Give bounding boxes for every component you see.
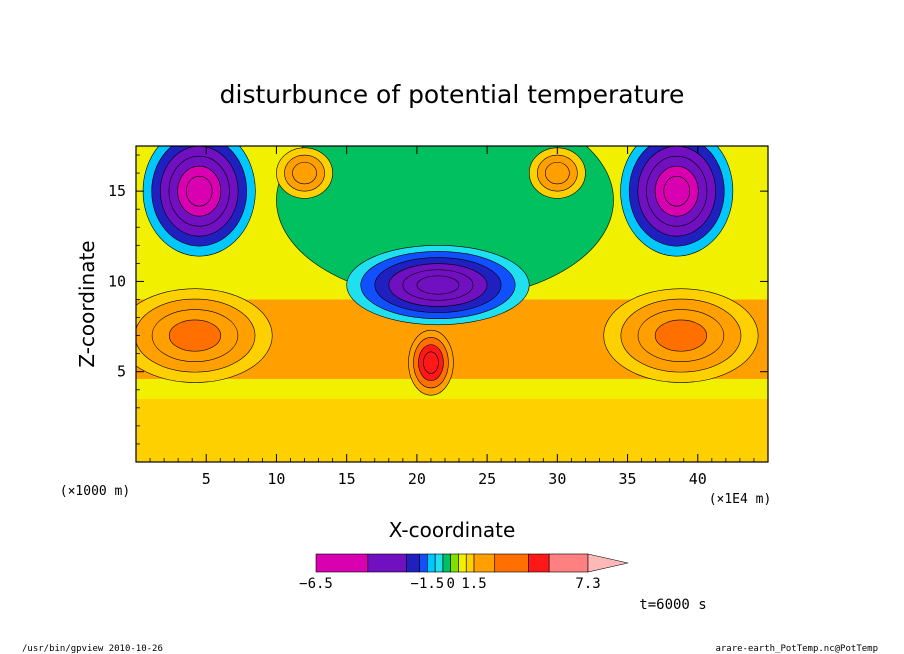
y-axis-label: Z-coordinate	[75, 240, 99, 367]
band-0	[136, 398, 768, 462]
colorbar-segment	[367, 553, 407, 573]
colorbar-segment	[427, 553, 436, 573]
x-tick-label: 20	[408, 470, 426, 488]
x-tick-label: 10	[267, 470, 285, 488]
contour-3-3	[168, 319, 222, 352]
footer-left: /usr/bin/gpview 2010-10-26	[22, 644, 163, 654]
colorbar-tick-label: −1.5	[411, 576, 445, 592]
plot-frame	[135, 145, 769, 463]
colorbar	[315, 553, 629, 573]
colorbar-segment	[548, 553, 589, 573]
x-tick-label: 40	[689, 470, 707, 488]
contour-7-2	[544, 161, 570, 185]
colorbar-segment	[458, 553, 467, 573]
contour-5-3	[423, 351, 439, 374]
y-tick-label: 10	[108, 272, 126, 290]
x-tick-label: 25	[478, 470, 496, 488]
plot-area	[136, 146, 768, 462]
colorbar-tick-label: −6.5	[299, 576, 333, 592]
x-unit-label: (×1E4 m)	[709, 492, 772, 507]
x-axis-label: X-coordinate	[389, 518, 516, 542]
time-label: t=6000 s	[639, 597, 706, 613]
x-tick-label: 5	[202, 470, 211, 488]
colorbar-tick-label: 1.5	[461, 576, 486, 592]
colorbar-segment	[434, 553, 444, 573]
colorbar-segment	[315, 553, 369, 573]
contour-0-5	[185, 175, 213, 207]
colorbar-segment	[406, 553, 420, 573]
contour-6-2	[292, 161, 317, 185]
colorbar-tick-label: 0	[446, 576, 454, 592]
colorbar-tick-label: 7.3	[575, 576, 600, 592]
colorbar-segment	[419, 553, 428, 573]
colorbar-segment	[465, 553, 475, 573]
chart-title: disturbunce of potential temperature	[220, 80, 685, 109]
colorbar-segment	[473, 553, 496, 573]
y-tick-label: 5	[117, 363, 126, 381]
contour-1-5	[663, 175, 690, 207]
x-tick-label: 30	[548, 470, 566, 488]
x-tick-label: 15	[338, 470, 356, 488]
colorbar-extend-arrow	[587, 553, 629, 573]
y-tick-label: 15	[108, 182, 126, 200]
contour-2-5	[416, 275, 460, 295]
colorbar-segment	[528, 553, 550, 573]
band-1	[136, 378, 768, 399]
contour-4-3	[654, 319, 707, 352]
colorbar-segment	[450, 553, 459, 573]
x-tick-label: 35	[619, 470, 637, 488]
colorbar-segment	[442, 553, 452, 573]
colorbar-segment	[494, 553, 529, 573]
footer-right: arare-earth_PotTemp.nc@PotTemp	[715, 644, 878, 654]
y-unit-label: (×1000 m)	[60, 484, 130, 499]
